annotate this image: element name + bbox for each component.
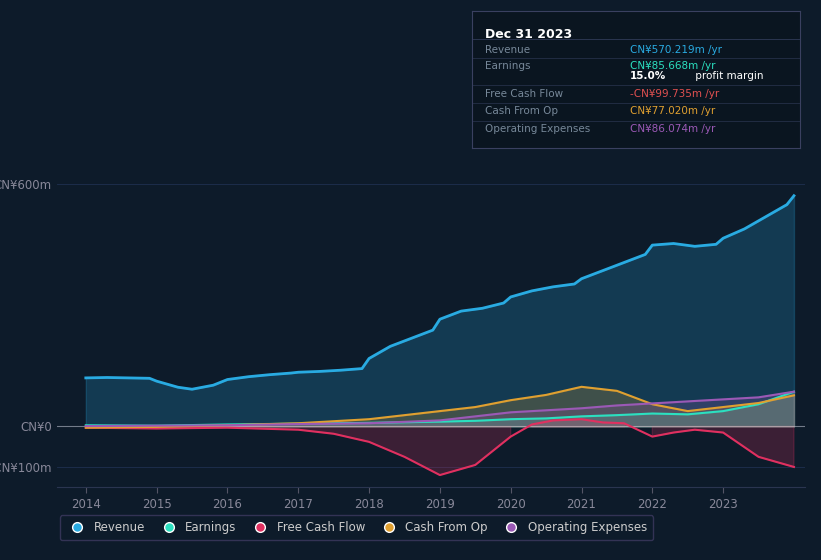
Text: CN¥570.219m /yr: CN¥570.219m /yr xyxy=(630,45,722,55)
Text: profit margin: profit margin xyxy=(692,71,764,81)
Legend: Revenue, Earnings, Free Cash Flow, Cash From Op, Operating Expenses: Revenue, Earnings, Free Cash Flow, Cash … xyxy=(60,515,653,540)
Text: Earnings: Earnings xyxy=(485,61,530,71)
Text: Revenue: Revenue xyxy=(485,45,530,55)
Text: Free Cash Flow: Free Cash Flow xyxy=(485,88,563,99)
Text: 15.0%: 15.0% xyxy=(630,71,666,81)
Text: CN¥86.074m /yr: CN¥86.074m /yr xyxy=(630,124,715,134)
Text: CN¥77.020m /yr: CN¥77.020m /yr xyxy=(630,106,715,116)
Text: CN¥85.668m /yr: CN¥85.668m /yr xyxy=(630,61,715,71)
Text: Operating Expenses: Operating Expenses xyxy=(485,124,590,134)
Text: Dec 31 2023: Dec 31 2023 xyxy=(485,27,572,41)
Text: -CN¥99.735m /yr: -CN¥99.735m /yr xyxy=(630,88,719,99)
Text: Cash From Op: Cash From Op xyxy=(485,106,558,116)
